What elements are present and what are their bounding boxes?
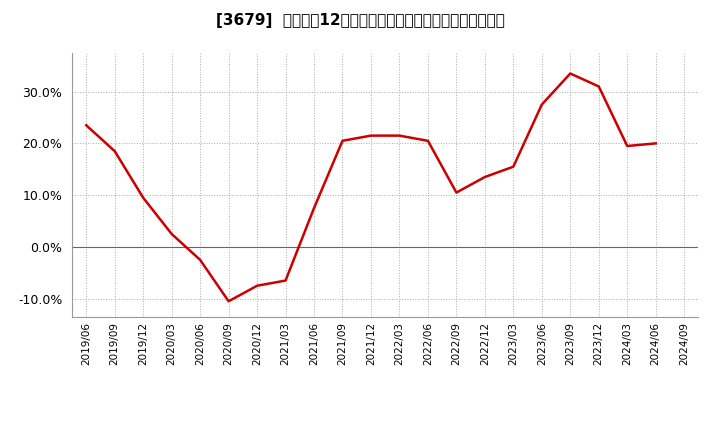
Text: [3679]  売上高の12か月移動合計の対前年同期増減率の推移: [3679] 売上高の12か月移動合計の対前年同期増減率の推移 (215, 13, 505, 28)
